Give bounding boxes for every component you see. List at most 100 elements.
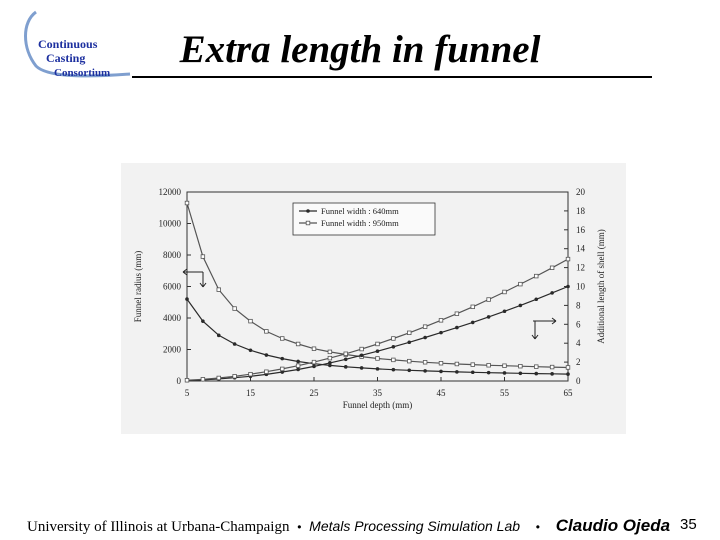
- data-point: [280, 356, 285, 361]
- y2-axis-label: Additional length of shell (mm): [596, 229, 606, 343]
- data-point: [216, 375, 221, 381]
- data-point: [455, 325, 459, 330]
- data-point: [391, 367, 396, 372]
- data-point: [486, 297, 491, 302]
- data-point: [423, 335, 427, 340]
- x-tick-label: 5: [185, 388, 190, 398]
- consortium-logo: Continuous Casting Consortium: [24, 10, 131, 79]
- data-point: [328, 361, 332, 365]
- legend-box: [292, 202, 436, 236]
- y-tick-label: 2000: [163, 345, 182, 355]
- data-point: [391, 336, 396, 341]
- y2-tick-label: 4: [576, 338, 581, 348]
- data-point: [280, 370, 285, 374]
- data-point: [566, 372, 570, 376]
- y2-tick-label: 8: [576, 300, 581, 310]
- y-tick-label: 6000: [163, 282, 182, 292]
- data-point: [375, 341, 380, 347]
- data-point: [375, 367, 380, 371]
- data-point: [550, 372, 554, 376]
- funnel-chart: 5 15 25 35 45 55 65020004000600080001000012000…: [121, 163, 626, 434]
- data-point: [248, 371, 253, 377]
- data-point: [200, 254, 206, 259]
- data-point: [328, 363, 332, 368]
- data-point: [280, 336, 285, 341]
- x-tick-label: 55: [500, 388, 510, 398]
- data-point: [264, 329, 269, 334]
- data-point: [232, 306, 237, 311]
- data-point: [534, 364, 539, 369]
- data-point: [359, 353, 364, 358]
- y2-tick-label: 16: [576, 225, 586, 235]
- data-point: [264, 353, 269, 357]
- data-point: [565, 365, 571, 370]
- y-tick-label: 10000: [159, 219, 182, 229]
- data-point: [295, 341, 301, 347]
- y2-tick-label: 10: [576, 282, 586, 292]
- logo-line-2: Casting: [46, 51, 85, 65]
- data-point: [423, 369, 427, 373]
- data-point: [518, 363, 523, 369]
- x-tick-label: 45: [437, 388, 447, 398]
- data-point: [296, 367, 300, 372]
- x-tick-label: 65: [564, 388, 574, 398]
- data-point: [248, 348, 253, 353]
- data-point: [375, 349, 380, 354]
- data-point: [327, 349, 333, 355]
- data-point: [295, 363, 301, 368]
- data-point: [502, 363, 507, 368]
- data-point: [184, 378, 190, 383]
- data-point: [200, 377, 206, 382]
- data-point: [264, 369, 269, 374]
- y-tick-label: 12000: [159, 187, 182, 197]
- data-point: [486, 315, 491, 319]
- y2-tick-label: 2: [576, 357, 581, 367]
- data-point: [486, 363, 491, 368]
- y-tick-label: 8000: [163, 250, 182, 260]
- data-point: [407, 330, 412, 336]
- data-point: [566, 284, 570, 289]
- footer-separator-2: •: [535, 520, 540, 534]
- data-point: [438, 318, 444, 323]
- data-point: [391, 357, 396, 363]
- data-point: [422, 324, 428, 329]
- x-tick-label: 25: [310, 388, 320, 398]
- data-point: [550, 291, 554, 295]
- legend-marker: [305, 220, 311, 226]
- y-tick-label: 4000: [163, 313, 182, 323]
- logo-line-1: Continuous: [38, 37, 98, 51]
- data-point: [407, 368, 412, 373]
- footer-lab: Metals Processing Simulation Lab: [309, 518, 521, 534]
- data-point: [311, 346, 317, 351]
- data-point: [534, 297, 539, 302]
- data-point: [454, 361, 460, 367]
- data-point: [518, 371, 523, 376]
- data-point: [565, 256, 571, 262]
- data-point: [216, 287, 221, 292]
- legend-label-2: Funnel width : 950mm: [321, 218, 399, 228]
- page-number: 35: [680, 516, 697, 533]
- data-point: [232, 342, 237, 346]
- footer: University of Illinois at Urbana-Champai…: [27, 516, 697, 536]
- data-point: [311, 359, 317, 365]
- y2-tick-label: 0: [576, 376, 581, 386]
- data-point: [534, 273, 539, 279]
- footer-separator-1: •: [297, 520, 302, 534]
- x-axis-label: Funnel depth (mm): [343, 400, 413, 410]
- data-point: [438, 361, 444, 366]
- data-point: [327, 355, 333, 361]
- data-point: [439, 330, 443, 335]
- footer-author: Claudio Ojeda: [555, 516, 671, 535]
- data-point: [470, 320, 475, 325]
- data-point: [248, 318, 253, 324]
- data-point: [343, 365, 348, 369]
- data-point: [201, 319, 205, 323]
- data-point: [486, 370, 491, 375]
- title-underline: [132, 76, 652, 78]
- data-point: [312, 364, 316, 369]
- data-point: [518, 303, 523, 308]
- left-axis-arrow: [182, 268, 207, 288]
- y-axis-label: Funnel radius (mm): [133, 251, 143, 323]
- data-point: [407, 358, 412, 364]
- data-point: [502, 289, 507, 295]
